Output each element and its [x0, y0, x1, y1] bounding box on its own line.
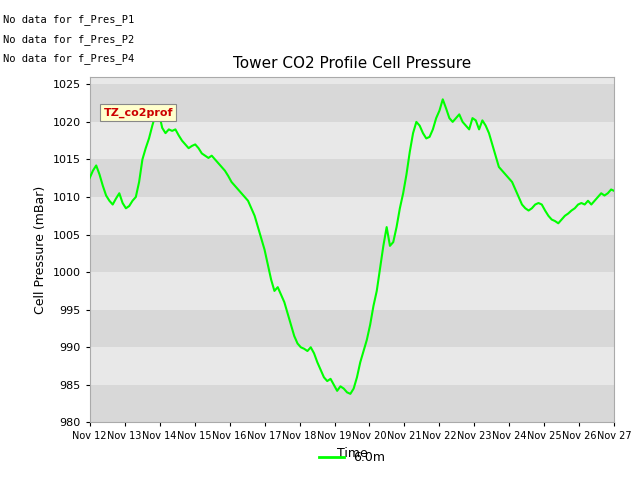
- Bar: [90, 159, 614, 197]
- Text: No data for f_Pres_P1: No data for f_Pres_P1: [3, 14, 134, 25]
- Text: TZ_co2prof: TZ_co2prof: [104, 108, 173, 118]
- Text: No data for f_Pres_P4: No data for f_Pres_P4: [3, 53, 134, 64]
- Bar: [90, 385, 614, 422]
- X-axis label: Time: Time: [337, 447, 367, 460]
- Bar: [90, 347, 614, 385]
- Bar: [90, 310, 614, 347]
- Bar: [90, 84, 614, 122]
- Title: Tower CO2 Profile Cell Pressure: Tower CO2 Profile Cell Pressure: [233, 57, 471, 72]
- Bar: [90, 235, 614, 272]
- Legend: 6.0m: 6.0m: [314, 446, 390, 469]
- Y-axis label: Cell Pressure (mBar): Cell Pressure (mBar): [34, 185, 47, 314]
- Bar: [90, 122, 614, 159]
- Bar: [90, 197, 614, 235]
- Bar: [90, 272, 614, 310]
- Text: No data for f_Pres_P2: No data for f_Pres_P2: [3, 34, 134, 45]
